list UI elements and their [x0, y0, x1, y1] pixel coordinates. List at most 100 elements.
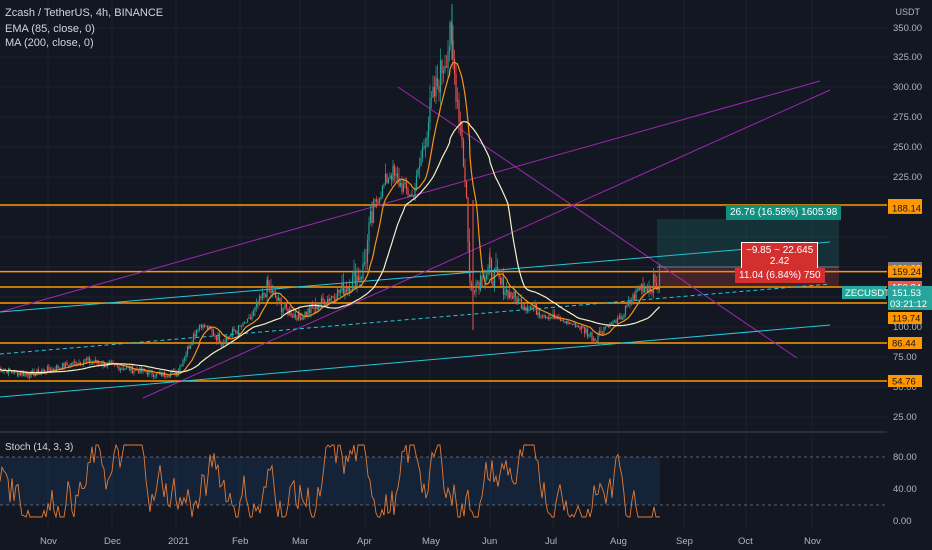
- candle-body: [119, 368, 122, 371]
- candle-body: [231, 328, 234, 334]
- candle-body: [445, 65, 448, 68]
- candle-body: [638, 287, 640, 291]
- candle-body: [529, 307, 532, 310]
- candle-body: [544, 315, 547, 319]
- candle-body: [604, 326, 607, 328]
- candle-body: [467, 197, 469, 243]
- candle-body: [430, 97, 433, 99]
- candle-body: [245, 322, 247, 324]
- candle-body: [339, 290, 342, 293]
- price-badge-label: 159.24: [892, 267, 921, 278]
- candle-body: [398, 177, 400, 187]
- candle-body: [504, 292, 506, 295]
- ratio-line-1: −9.85 ~ 22.645: [746, 245, 814, 256]
- candle-body: [58, 367, 61, 369]
- candle-body: [12, 372, 14, 374]
- candle-body: [234, 331, 237, 333]
- candle-body: [335, 299, 337, 301]
- candle-body: [16, 371, 19, 376]
- candle-body: [192, 334, 195, 344]
- candle-body: [85, 359, 88, 360]
- candle-body: [155, 372, 158, 377]
- candle-body: [70, 363, 73, 365]
- candle-body: [565, 321, 568, 323]
- candle-body: [636, 289, 639, 291]
- candle-body: [418, 166, 421, 170]
- candle-body: [648, 285, 650, 293]
- candle-body: [128, 367, 131, 371]
- candle-body: [186, 346, 189, 355]
- candle-body: [22, 372, 25, 377]
- candle-body: [501, 277, 503, 284]
- candle-body: [215, 336, 218, 341]
- candle-body: [615, 320, 617, 324]
- candle-body: [420, 158, 422, 167]
- candle-body: [75, 362, 77, 366]
- candle-body: [21, 372, 23, 376]
- ratio-line-2: 2.42: [769, 256, 790, 267]
- candle-body: [488, 256, 491, 268]
- candle-body: [649, 285, 652, 291]
- candle-body: [363, 262, 366, 264]
- candle-body: [362, 263, 364, 279]
- candle-body: [142, 369, 144, 372]
- candle-body: [212, 330, 215, 336]
- time-tick: Oct: [738, 536, 753, 547]
- candle-body: [243, 322, 246, 324]
- candle-body: [3, 370, 5, 372]
- time-tick: Dec: [104, 536, 121, 547]
- candle-body: [461, 123, 463, 141]
- candle-body: [447, 51, 449, 68]
- candle-body: [125, 367, 128, 369]
- time-axis[interactable]: Nov Dec 2021 Feb Mar Apr May Jun Jul Aug Sep Oct Nov: [40, 536, 821, 547]
- candle-body: [640, 284, 643, 290]
- candle-body: [591, 332, 593, 341]
- candle-body: [630, 302, 633, 305]
- candle-body: [162, 372, 164, 377]
- candle-body: [490, 258, 493, 281]
- candle-body: [487, 267, 489, 276]
- candle-body: [160, 372, 163, 377]
- candle-body: [121, 368, 123, 370]
- candle-body: [356, 275, 358, 289]
- candle-body: [124, 368, 126, 370]
- candle-body: [592, 338, 595, 341]
- candle-body: [600, 330, 602, 333]
- candle-body: [470, 283, 473, 287]
- candle-body: [517, 298, 520, 305]
- candle-body: [585, 328, 587, 334]
- candle-body: [51, 368, 53, 372]
- symbol-badge: [842, 285, 886, 299]
- candle-body: [69, 363, 71, 367]
- candle-body: [613, 320, 616, 322]
- candle-body: [64, 362, 67, 368]
- channel-line-upper: [0, 241, 831, 313]
- candle-body: [377, 201, 379, 204]
- candle-body: [211, 328, 213, 331]
- candle-body: [380, 196, 382, 199]
- candle-body: [18, 373, 20, 376]
- candle-body: [110, 361, 113, 363]
- candle-body: [601, 332, 604, 335]
- candle-body: [368, 222, 370, 241]
- candle-body: [427, 122, 430, 138]
- candle-body: [345, 289, 348, 292]
- moving-averages: [0, 61, 660, 376]
- candle-body: [405, 182, 408, 190]
- candle-body: [597, 335, 599, 342]
- candle-body: [598, 330, 601, 336]
- candle-body: [276, 297, 278, 301]
- candle-body: [531, 307, 533, 308]
- candle-body: [577, 325, 580, 327]
- candle-body: [392, 165, 394, 181]
- candle-body: [72, 361, 74, 365]
- candle-body: [570, 322, 572, 325]
- candle-body: [105, 366, 107, 368]
- candle-body: [495, 266, 497, 269]
- candle-body: [264, 295, 267, 298]
- candle-body: [561, 319, 563, 321]
- candle-body: [624, 305, 627, 315]
- candle-body: [589, 332, 592, 335]
- price-axis[interactable]: 350.00 325.00 300.00 275.00 250.00 225.00 100.…: [842, 0, 932, 530]
